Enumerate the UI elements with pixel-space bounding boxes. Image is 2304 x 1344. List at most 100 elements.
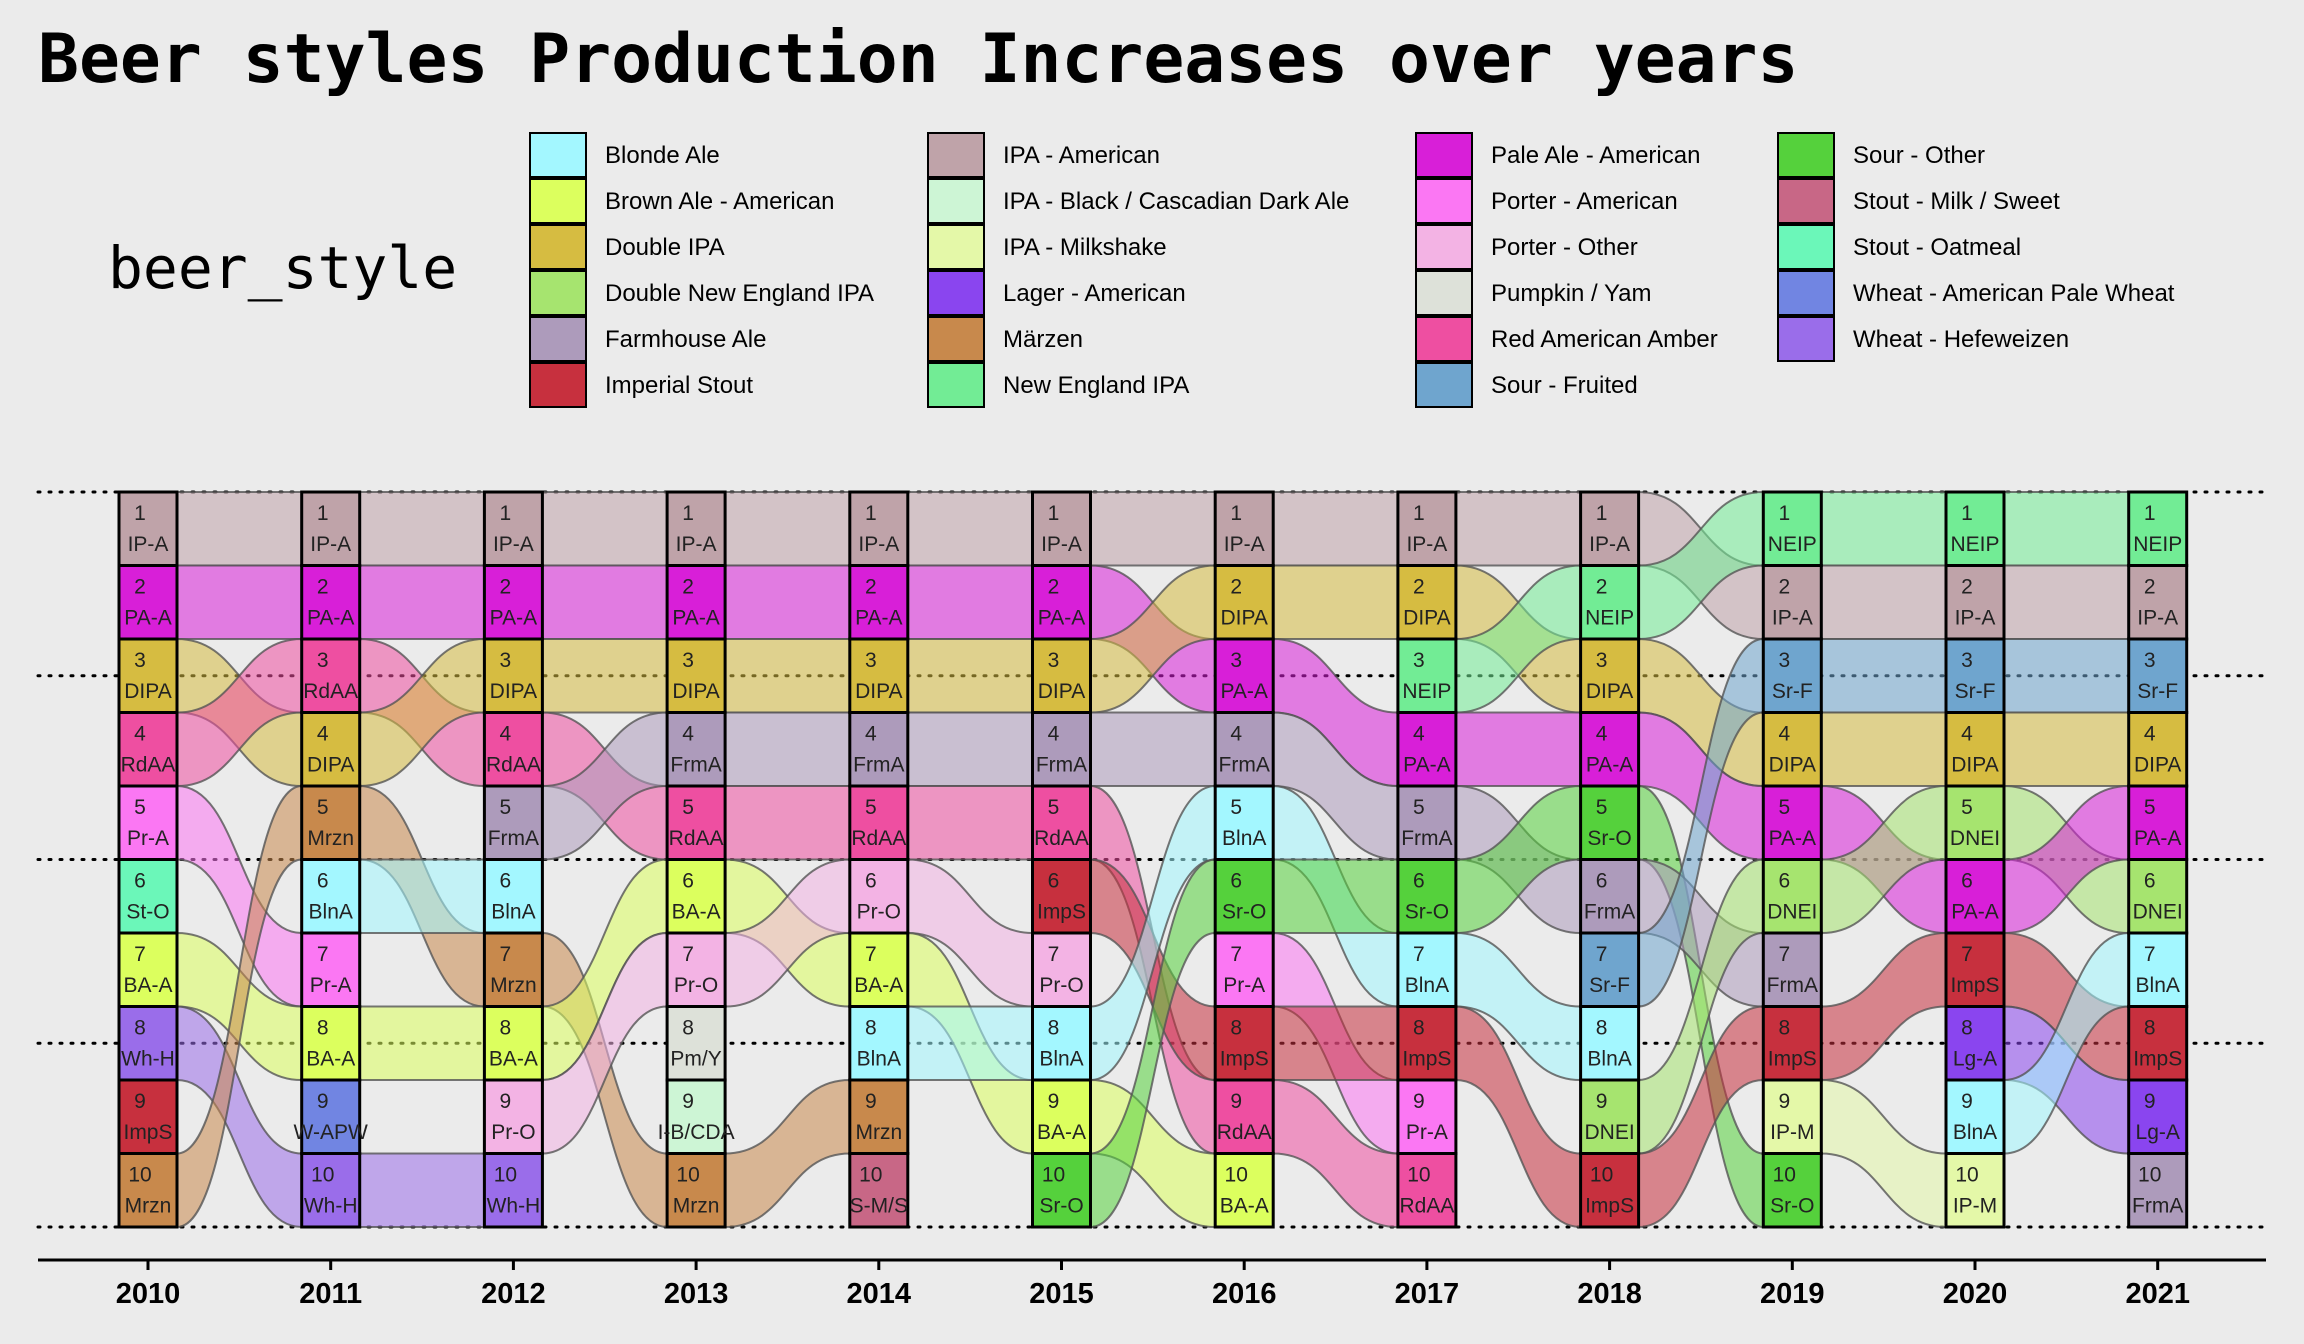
legend-swatch-w-apw [1777,270,1835,316]
node-rank-label-2021-5: 5 [2144,796,2156,819]
node-2012-rank-2 [482,564,544,641]
node-rank-label-2012-6: 6 [500,870,512,893]
node-style-label-2010-5: Pr-A [127,827,169,850]
node-style-label-2013-9: I-B/CDA [658,1121,735,1144]
node-rank-label-2014-4: 4 [865,723,877,746]
node-2012-rank-3 [482,637,544,714]
node-style-label-2010-10: Mrzn [125,1195,172,1218]
flow-ip-a-2019-2020 [1820,564,1947,641]
node-2020-rank-9 [1944,1078,2006,1155]
legend-label-wh-h: Wheat - Hefeweizen [1853,326,2069,353]
node-rank-label-2018-6: 6 [1596,870,1608,893]
node-rank-label-2010-3: 3 [134,649,146,672]
node-rank-label-2017-9: 9 [1413,1090,1425,1113]
flow-wh-h-2011-2012 [358,1152,486,1229]
node-2017-rank-5 [1396,784,1458,861]
node-2020-rank-8 [1944,1005,2006,1082]
node-rank-label-2020-5: 5 [1961,796,1973,819]
node-style-label-2010-6: St-O [126,901,169,924]
node-style-label-2019-9: IP-M [1770,1121,1814,1144]
node-2018-rank-5 [1579,784,1641,861]
legend-swatch-lg-a [927,270,985,316]
flow-sr-f-2019-2020 [1820,637,1947,714]
node-style-label-2013-8: Pm/Y [670,1048,721,1071]
flows [176,490,2130,1229]
node-rank-label-2020-7: 7 [1961,943,1973,966]
node-style-label-2013-1: IP-A [676,533,717,556]
node-rank-label-2015-5: 5 [1048,796,1060,819]
node-style-label-2016-5: BlnA [1222,827,1266,850]
legend-swatch-neip [927,362,985,408]
node-2016-rank-10 [1213,1152,1275,1229]
node-style-label-2018-7: Sr-F [1589,974,1630,997]
node-rank-label-2017-8: 8 [1413,1017,1425,1040]
node-rank-label-2016-6: 6 [1230,870,1242,893]
node-2021-rank-3 [2127,637,2189,714]
flow-pa-a-2017-2018 [1454,711,1582,788]
node-rank-label-2015-7: 7 [1048,943,1060,966]
flow-ip-a-2016-2017 [1272,490,1399,567]
node-style-label-2019-4: DIPA [1769,754,1816,777]
node-2012-rank-10 [482,1152,544,1229]
node-2021-rank-4 [2127,711,2189,788]
node-rank-label-2020-8: 8 [1961,1017,1973,1040]
node-rank-label-2021-6: 6 [2144,870,2156,893]
flow-pa-a-2014-2015 [906,564,1034,641]
legend-swatch-ip-a [927,132,985,178]
node-2018-rank-10 [1579,1152,1641,1229]
node-2018-rank-4 [1579,711,1641,788]
node-rank-label-2013-10: 10 [676,1164,699,1187]
node-style-label-2019-7: FrmA [1767,974,1818,997]
node-style-label-2013-10: Mrzn [673,1195,720,1218]
node-style-label-2012-6: BlnA [491,901,535,924]
flow-dipa-2014-2015 [906,637,1034,714]
node-style-label-2015-5: RdAA [1034,827,1089,850]
node-style-label-2016-3: PA-A [1220,680,1267,703]
node-2012-rank-6 [482,858,544,935]
node-rank-label-2010-5: 5 [134,796,146,819]
node-rank-label-2020-10: 10 [1955,1164,1978,1187]
node-style-label-2020-7: ImpS [1950,974,1999,997]
node-2011-rank-7 [300,931,362,1008]
node-2013-rank-7 [665,931,727,1008]
node-style-label-2012-5: FrmA [488,827,539,850]
node-2021-rank-10 [2127,1152,2189,1229]
node-rank-label-2021-9: 9 [2144,1090,2156,1113]
node-2019-rank-3 [1761,637,1823,714]
legend-swatch-pr-a [1415,178,1473,224]
node-rank-label-2013-6: 6 [682,870,694,893]
x-tick-label-2018: 2018 [1577,1278,1642,1310]
node-2017-rank-10 [1396,1152,1458,1229]
node-rank-label-2013-5: 5 [682,796,694,819]
flow-frma-2014-2015 [906,711,1034,788]
flow-ip-a-2014-2015 [906,490,1034,567]
node-rank-label-2021-3: 3 [2144,649,2156,672]
legend-label-frma: Farmhouse Ale [605,326,766,353]
flow-pa-a-2013-2014 [724,564,851,641]
node-2014-rank-3 [848,637,910,714]
node-rank-label-2012-7: 7 [500,943,512,966]
node-style-label-2018-1: IP-A [1589,533,1630,556]
node-2019-rank-6 [1761,858,1823,935]
node-style-label-2013-5: RdAA [669,827,724,850]
node-2019-rank-9 [1761,1078,1823,1155]
node-style-label-2017-9: Pr-A [1406,1121,1448,1144]
node-style-label-2021-10: FrmA [2132,1195,2183,1218]
node-style-label-2018-6: FrmA [1584,901,1635,924]
node-2018-rank-6 [1579,858,1641,935]
node-style-label-2011-8: BA-A [306,1048,355,1071]
node-rank-label-2018-7: 7 [1596,943,1608,966]
node-2015-rank-6 [1031,858,1092,935]
node-style-label-2013-3: DIPA [672,680,719,703]
node-2011-rank-10 [300,1152,362,1229]
node-rank-label-2017-10: 10 [1407,1164,1430,1187]
legend-label-imps: Imperial Stout [605,372,753,399]
node-2013-rank-4 [665,711,727,788]
node-style-label-2012-7: Mrzn [490,974,537,997]
node-style-label-2015-1: IP-A [1041,533,1082,556]
flow-ip-a-2012-2013 [541,490,669,567]
node-style-label-2013-6: BA-A [672,901,721,924]
node-rank-label-2018-2: 2 [1596,576,1608,599]
node-style-label-2017-7: BlnA [1405,974,1449,997]
node-rank-label-2020-9: 9 [1961,1090,1973,1113]
